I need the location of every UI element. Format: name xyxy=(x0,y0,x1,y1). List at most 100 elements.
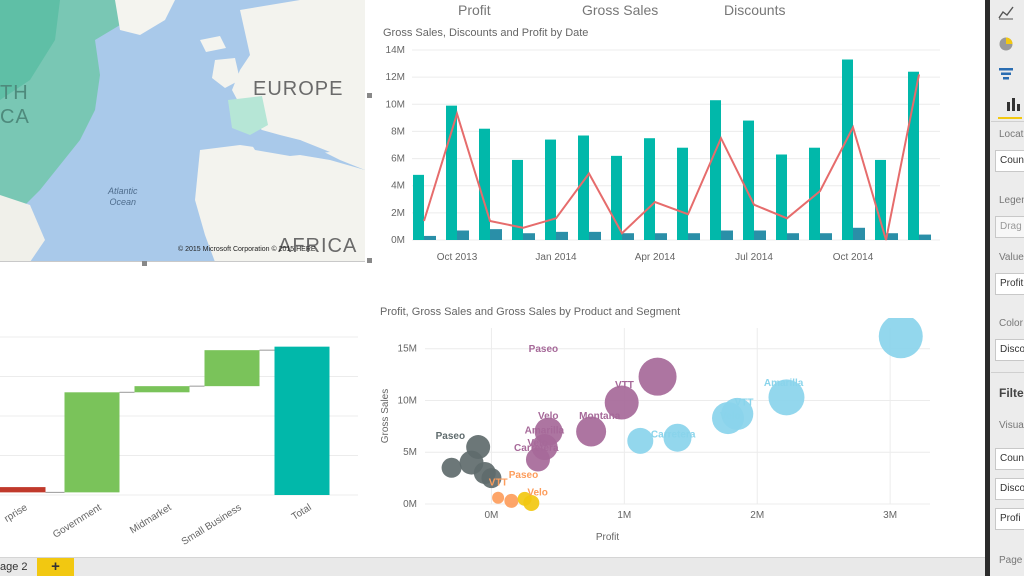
combo-bar-gross-sales xyxy=(776,154,787,240)
add-page-button[interactable]: + xyxy=(37,558,74,576)
scatter-point-label: Amarilla xyxy=(764,378,804,389)
fields-bar-icon[interactable] xyxy=(1006,96,1022,112)
combo-bar-gross-sales xyxy=(677,147,688,240)
scatter-point xyxy=(492,491,505,504)
map-resize-handle-right[interactable] xyxy=(367,93,372,98)
combo-chart[interactable]: 0M 2M 4M 6M 8M 10M 12M 14M Oct 2013 Jan 2014 Apr 2… xyxy=(375,40,975,270)
greenland-shape xyxy=(115,0,175,35)
map-resize-handle-bottom[interactable] xyxy=(142,261,147,266)
scatter-point-label: Paseo xyxy=(436,431,465,442)
combo-y-tick: 12M xyxy=(386,72,405,83)
scatter-point-label: Paseo xyxy=(529,344,558,355)
map-label-america: CA xyxy=(0,106,30,128)
combo-bar-gross-sales xyxy=(479,128,490,240)
scatter-chart[interactable]: 0M 5M 10M 15M 0M 1M 2M 3M Profit Gross Sales Paseo… xyxy=(375,318,935,554)
map-label-ocean: Atlantic Ocean xyxy=(108,186,138,208)
waterfall-bar-government xyxy=(64,392,120,493)
combo-bar-discounts xyxy=(754,230,766,240)
combo-bar-gross-sales xyxy=(743,120,754,240)
label-page-filters: Page xyxy=(999,555,1023,566)
waterfall-x-tick: Total xyxy=(290,502,314,523)
scatter-point-label: Paseo xyxy=(509,470,538,481)
scatter-point-label: Carretera xyxy=(514,443,559,454)
funnel-icon[interactable] xyxy=(998,66,1014,82)
scatter-point xyxy=(523,494,540,511)
page-tab-2[interactable]: age 2 xyxy=(0,561,28,573)
map-label-north: TH xyxy=(0,82,29,104)
field-legend[interactable]: Drag xyxy=(995,216,1024,238)
scatter-point-label: Velo xyxy=(538,411,559,422)
combo-bar-gross-sales xyxy=(611,155,622,240)
scatter-point-label: Carretera xyxy=(651,430,696,441)
scatter-chart-title: Profit, Gross Sales and Gross Sales by P… xyxy=(380,306,681,318)
scatter-x-tick: 3M xyxy=(883,510,897,521)
combo-bar-discounts xyxy=(787,233,799,240)
scatter-point xyxy=(441,457,462,478)
combo-bar-gross-sales xyxy=(578,135,589,240)
combo-bar-gross-sales xyxy=(842,59,853,240)
combo-bar-discounts xyxy=(457,230,469,240)
field-values[interactable]: Profit xyxy=(995,273,1024,295)
combo-bar-gross-sales xyxy=(908,71,919,240)
iceland-shape xyxy=(200,36,226,52)
pie-chart-icon[interactable] xyxy=(998,36,1014,52)
combo-bar-gross-sales xyxy=(875,159,886,240)
pane-edge-strip xyxy=(985,0,990,576)
filter-field-1[interactable]: Coun xyxy=(995,448,1024,470)
combo-line-profit xyxy=(423,74,920,241)
europe-shape xyxy=(232,0,365,170)
map-visual[interactable]: EUROPE AFRICA TH CA Atlantic Ocean © 201… xyxy=(0,0,365,262)
combo-bar-discounts xyxy=(523,233,535,240)
field-color[interactable]: Disco xyxy=(995,339,1024,361)
combo-bar-discounts xyxy=(820,233,832,240)
scatter-point xyxy=(576,416,607,447)
scatter-point xyxy=(627,427,654,454)
scatter-point-label: VTT xyxy=(489,477,508,488)
scatter-point-label: Velo xyxy=(527,438,548,449)
combo-x-tick: Jan 2014 xyxy=(535,252,577,263)
scatter-point-label: Velo xyxy=(527,488,548,499)
filter-field-2[interactable]: Disco xyxy=(995,478,1024,500)
scatter-y-tick: 5M xyxy=(403,447,417,458)
combo-bar-discounts xyxy=(556,231,568,240)
scatter-x-tick: 0M xyxy=(484,510,498,521)
map-ocean-line2: Ocean xyxy=(109,197,137,207)
map-label-europe: EUROPE xyxy=(253,78,344,100)
visualizations-pane: Locati Coun Legen Drag Value Profit Colo… xyxy=(985,0,1024,576)
combo-bar-discounts xyxy=(688,233,700,240)
tab-profit[interactable]: Profit xyxy=(458,2,491,18)
scatter-point xyxy=(504,493,519,508)
combo-x-tick: Oct 2014 xyxy=(833,252,874,263)
scatter-point xyxy=(768,379,805,416)
tab-gross-sales[interactable]: Gross Sales xyxy=(582,2,659,18)
tab-discounts[interactable]: Discounts xyxy=(724,2,786,18)
combo-bar-discounts xyxy=(919,234,931,240)
map-resize-handle-corner[interactable] xyxy=(367,258,372,263)
scatter-point-label: Velo xyxy=(720,411,741,422)
waterfall-bar-small-business xyxy=(204,350,260,387)
scatter-point xyxy=(534,417,563,446)
pane-divider-2 xyxy=(991,372,1024,373)
combo-y-tick: 8M xyxy=(391,126,405,137)
filter-field-3[interactable]: Profi xyxy=(995,508,1024,530)
scatter-y-tick: 15M xyxy=(398,344,417,355)
scatter-point xyxy=(481,468,502,489)
waterfall-x-tick: rprise xyxy=(3,502,30,525)
label-legend: Legen xyxy=(999,195,1024,206)
label-visual-filters: Visual xyxy=(999,420,1024,431)
line-chart-icon[interactable] xyxy=(998,4,1014,20)
africa-shape xyxy=(195,145,365,261)
combo-x-tick: Apr 2014 xyxy=(635,252,676,263)
active-tab-indicator xyxy=(998,117,1022,119)
combo-x-tick: Jul 2014 xyxy=(735,252,773,263)
scatter-point xyxy=(721,397,754,430)
combo-bar-discounts xyxy=(886,233,898,240)
scatter-x-tick: 1M xyxy=(617,510,631,521)
field-location[interactable]: Coun xyxy=(995,150,1024,172)
waterfall-chart[interactable]: rprise Government Midmarket Small Business T… xyxy=(0,325,365,557)
pane-divider xyxy=(991,121,1024,122)
waterfall-bar-total xyxy=(274,346,330,495)
combo-y-tick: 0M xyxy=(391,235,405,246)
combo-bar-discounts xyxy=(853,227,865,240)
combo-x-tick: Oct 2013 xyxy=(437,252,478,263)
